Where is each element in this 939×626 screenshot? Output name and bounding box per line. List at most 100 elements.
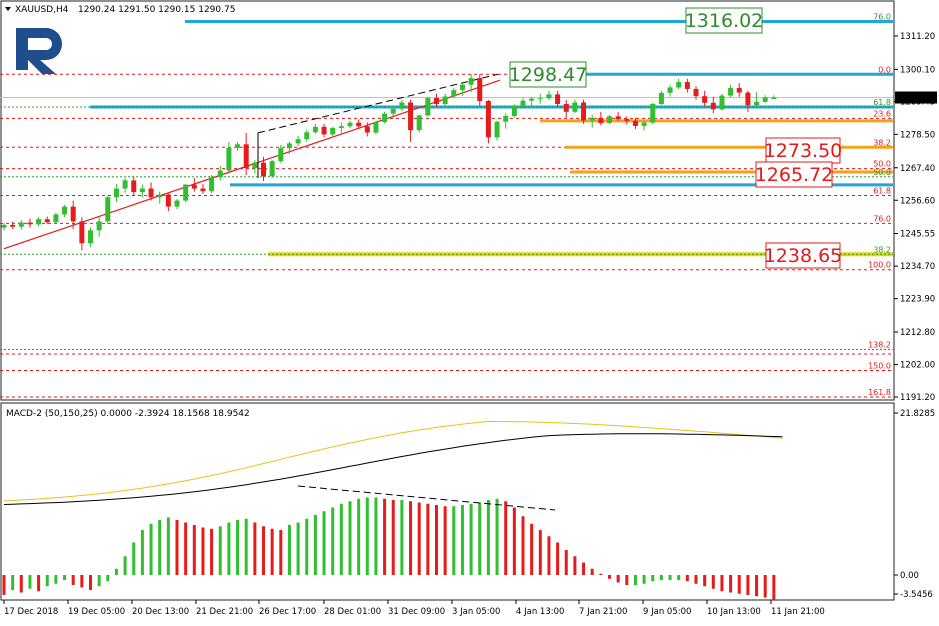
- price-axis[interactable]: 1311.201300.101289.451278.501267.401256.…: [894, 32, 937, 403]
- candle-body[interactable]: [503, 116, 509, 122]
- candle-body[interactable]: [70, 206, 76, 222]
- candle-body[interactable]: [408, 102, 414, 131]
- candle-body[interactable]: [658, 92, 664, 104]
- candle-body[interactable]: [191, 184, 197, 189]
- candle-body[interactable]: [589, 117, 595, 121]
- candle-body[interactable]: [18, 222, 24, 227]
- candle-body[interactable]: [261, 162, 266, 177]
- time-axis[interactable]: 17 Dec 2018 19 Dec 05:00 20 Dec 13:00 21 De…: [3, 600, 825, 617]
- candle-body[interactable]: [347, 122, 353, 127]
- candle-body[interactable]: [459, 84, 465, 91]
- candle-body[interactable]: [572, 102, 578, 112]
- candle-body[interactable]: [338, 126, 344, 129]
- candle-body[interactable]: [235, 144, 241, 148]
- candle-body[interactable]: [165, 194, 171, 207]
- candle-body[interactable]: [632, 120, 638, 126]
- candle-body[interactable]: [684, 82, 690, 89]
- candle-body[interactable]: [312, 126, 318, 133]
- candle-body[interactable]: [520, 100, 526, 107]
- candle-body[interactable]: [676, 82, 682, 88]
- candle-body[interactable]: [209, 177, 215, 192]
- candle-body[interactable]: [563, 103, 569, 112]
- candle-body[interactable]: [641, 122, 647, 126]
- candle-body[interactable]: [330, 128, 336, 135]
- candle-body[interactable]: [382, 113, 388, 123]
- candle-body[interactable]: [693, 88, 699, 97]
- candle-body[interactable]: [754, 101, 760, 106]
- candle-body[interactable]: [736, 88, 742, 93]
- candle-body[interactable]: [88, 230, 93, 244]
- macd-divergence-line[interactable]: [297, 485, 556, 511]
- candle-body[interactable]: [183, 184, 189, 201]
- candle-body[interactable]: [122, 180, 128, 189]
- candle-body[interactable]: [434, 97, 439, 104]
- candle-body[interactable]: [321, 126, 327, 135]
- dropdown-triangle-icon[interactable]: [5, 7, 11, 11]
- candle-body[interactable]: [27, 222, 33, 225]
- candle-body[interactable]: [607, 116, 612, 123]
- candle-body[interactable]: [555, 94, 561, 104]
- candle-body[interactable]: [615, 116, 621, 120]
- candle-body[interactable]: [416, 115, 422, 131]
- candle-body[interactable]: [200, 188, 206, 192]
- macd-indicator[interactable]: 21.8285 0.00 -3.5456: [2, 409, 936, 600]
- candle-body[interactable]: [710, 102, 716, 110]
- candle-body[interactable]: [252, 162, 258, 169]
- candle-body[interactable]: [79, 221, 85, 244]
- uptrend-channel-upper[interactable]: [257, 73, 499, 134]
- candle-body[interactable]: [53, 214, 59, 223]
- candle-body[interactable]: [10, 224, 16, 227]
- candle-body[interactable]: [581, 102, 587, 121]
- candle-body[interactable]: [529, 98, 535, 101]
- candle-body[interactable]: [390, 108, 396, 114]
- candlesticks[interactable]: [1, 74, 777, 251]
- candle-body[interactable]: [399, 102, 405, 109]
- uptrend-channel-lower[interactable]: [3, 79, 501, 250]
- candle-body[interactable]: [157, 194, 163, 198]
- candle-body[interactable]: [304, 132, 310, 140]
- candle-body[interactable]: [546, 94, 552, 99]
- candle-body[interactable]: [425, 97, 431, 116]
- candle-body[interactable]: [139, 188, 145, 193]
- candle-body[interactable]: [113, 188, 119, 198]
- candle-body[interactable]: [719, 95, 725, 110]
- candle-body[interactable]: [624, 119, 630, 121]
- trend-lines[interactable]: [3, 73, 501, 250]
- candle-body[interactable]: [451, 90, 457, 97]
- candle-body[interactable]: [1, 224, 7, 228]
- candle-body[interactable]: [36, 219, 42, 225]
- candle-body[interactable]: [373, 122, 379, 133]
- candle-body[interactable]: [286, 143, 292, 149]
- candle-body[interactable]: [485, 100, 491, 138]
- candle-body[interactable]: [598, 117, 604, 123]
- candle-body[interactable]: [702, 96, 708, 103]
- candle-body[interactable]: [728, 88, 734, 96]
- candle-body[interactable]: [295, 139, 301, 144]
- candle-body[interactable]: [226, 147, 232, 171]
- candle-body[interactable]: [243, 144, 249, 169]
- candle-body[interactable]: [105, 197, 111, 222]
- candle-body[interactable]: [537, 98, 543, 100]
- candle-body[interactable]: [494, 121, 500, 138]
- candle-body[interactable]: [62, 206, 68, 215]
- candle-body[interactable]: [650, 103, 656, 123]
- candle-body[interactable]: [364, 126, 370, 133]
- candle-body[interactable]: [148, 188, 154, 198]
- candle-body[interactable]: [96, 221, 102, 231]
- candle-body[interactable]: [477, 78, 483, 101]
- candle-body[interactable]: [667, 87, 673, 93]
- candle-body[interactable]: [269, 161, 275, 177]
- candle-body[interactable]: [771, 97, 777, 100]
- candle-body[interactable]: [745, 92, 751, 106]
- candle-body[interactable]: [278, 148, 284, 162]
- candle-body[interactable]: [44, 219, 50, 223]
- candle-body[interactable]: [174, 200, 180, 207]
- candle-body[interactable]: [762, 97, 768, 102]
- candle-body[interactable]: [442, 96, 448, 104]
- candle-body[interactable]: [217, 170, 223, 178]
- candle-body[interactable]: [511, 106, 517, 117]
- candle-body[interactable]: [356, 122, 362, 127]
- candle-body[interactable]: [131, 180, 137, 193]
